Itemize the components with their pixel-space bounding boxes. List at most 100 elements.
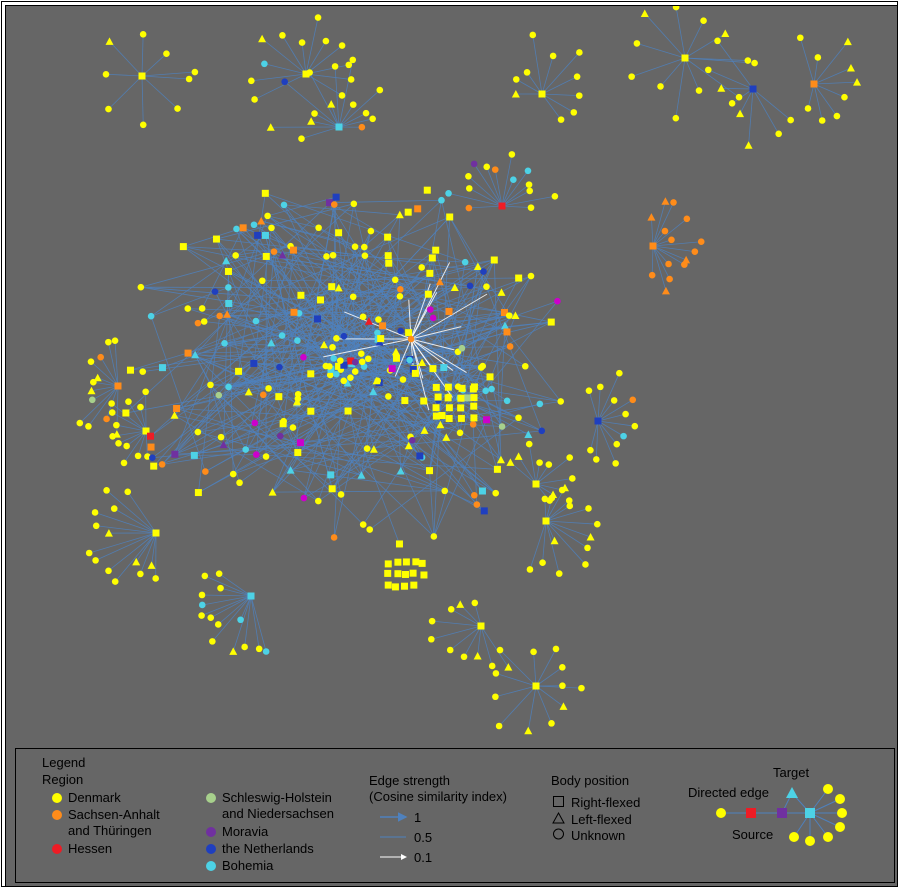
- network-canvas: Legend Region Denmark Sachsen-Anhalt and…: [5, 5, 898, 887]
- graph-node: [258, 34, 267, 43]
- graph-node: [483, 163, 491, 171]
- graph-edge: [684, 57, 740, 98]
- legend-dot-sachsen: [52, 810, 62, 820]
- graph-node: [351, 243, 359, 250]
- graph-node: [695, 87, 703, 94]
- legend-region-title: Region: [42, 772, 84, 787]
- graph-node: [501, 321, 510, 330]
- graph-node: [426, 467, 434, 475]
- graph-node: [229, 647, 238, 655]
- graph-edge: [305, 64, 349, 75]
- graph-edge: [466, 275, 532, 399]
- graph-edge: [510, 462, 537, 485]
- graph-edge: [535, 685, 582, 689]
- graph-edge: [379, 382, 487, 421]
- graph-node: [460, 653, 468, 661]
- graph-node: [396, 293, 404, 300]
- graph-node: [340, 377, 348, 385]
- graph-edge: [541, 93, 580, 97]
- graph-node: [359, 313, 367, 321]
- legend-label-hessen: Hessen: [68, 841, 113, 856]
- graph-node: [529, 31, 537, 39]
- graph-node: [559, 664, 566, 671]
- graph-edge: [473, 163, 503, 207]
- graph-node: [262, 648, 270, 655]
- graph-node: [358, 358, 366, 366]
- graph-node: [278, 332, 286, 339]
- graph-edge: [187, 287, 339, 354]
- graph-node: [717, 84, 726, 92]
- legend-label-netherlands: the Netherlands: [222, 841, 314, 856]
- graph-edge: [660, 57, 686, 87]
- graph-edge: [150, 262, 389, 437]
- graph-edge: [652, 245, 667, 291]
- graph-edge: [89, 532, 157, 554]
- graph-node: [275, 393, 283, 401]
- graph-node: [362, 109, 370, 117]
- graph-edge: [748, 88, 754, 146]
- graph-edge: [364, 230, 372, 256]
- graph-node: [347, 357, 355, 365]
- graph-edge: [197, 216, 450, 324]
- graph-node: [322, 37, 330, 45]
- graph-node: [332, 193, 340, 201]
- graph-node: [223, 310, 232, 318]
- graph-node: [429, 365, 437, 373]
- graph-edge: [270, 342, 280, 397]
- graph-node: [391, 583, 399, 591]
- graph-edge: [423, 259, 495, 402]
- graph-node: [212, 235, 220, 243]
- graph-edge: [338, 59, 354, 128]
- graph-node: [751, 59, 758, 67]
- graph-edge: [250, 595, 267, 652]
- graph-node: [440, 364, 448, 372]
- graph-node: [511, 311, 520, 320]
- graph-node: [276, 363, 283, 371]
- graph-node: [721, 29, 730, 37]
- graph-node: [506, 458, 515, 466]
- graph-edge: [141, 75, 190, 80]
- graph-edge: [535, 462, 540, 485]
- graph-edge: [220, 587, 252, 597]
- graph-node: [429, 314, 437, 322]
- graph-node: [120, 459, 128, 467]
- graph-node: [384, 233, 392, 241]
- graph-node: [597, 383, 604, 391]
- graph-node: [566, 454, 573, 461]
- graph-node: [691, 248, 699, 255]
- graph-edge: [197, 431, 362, 476]
- graph-edge: [652, 245, 685, 265]
- graph-edge: [112, 412, 147, 432]
- graph-edge: [813, 57, 819, 85]
- graph-edge: [338, 89, 381, 128]
- graph-edge: [228, 271, 496, 494]
- graph-edge: [369, 417, 519, 530]
- graph-edge: [535, 483, 563, 491]
- network-graph: [76, 6, 862, 735]
- graph-node: [279, 420, 287, 428]
- graph-edge: [329, 202, 388, 238]
- graph-edge: [212, 595, 252, 642]
- graph-node: [396, 467, 405, 475]
- graph-edge: [272, 319, 379, 493]
- graph-edge: [344, 311, 412, 340]
- graph-node: [424, 290, 432, 298]
- graph-node: [495, 722, 503, 730]
- graph-node: [335, 362, 343, 370]
- graph-edge: [261, 220, 356, 248]
- edge-strength-arrows: [380, 812, 408, 860]
- graph-node: [697, 238, 705, 246]
- graph-node: [728, 100, 736, 107]
- graph-edge: [219, 315, 364, 318]
- graph-edge: [301, 126, 340, 140]
- graph-node: [252, 317, 260, 325]
- graph-node: [315, 497, 322, 505]
- graph-edge: [501, 184, 530, 207]
- graph-edge: [535, 648, 557, 687]
- graph-node: [388, 365, 396, 373]
- graph-edge: [597, 399, 633, 422]
- graph-edge: [597, 420, 617, 464]
- graph-node: [620, 432, 627, 440]
- graph-edge: [361, 361, 502, 461]
- graph-node: [434, 393, 442, 401]
